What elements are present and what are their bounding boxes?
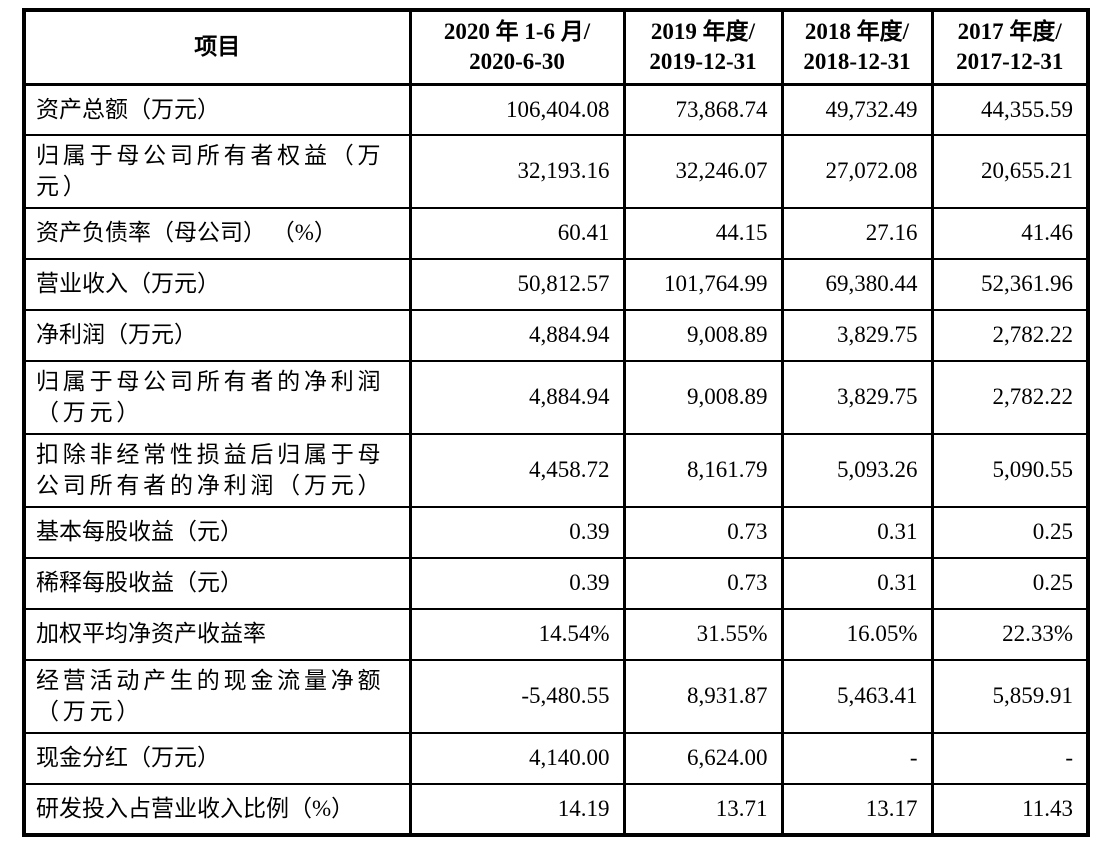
value-cell: 5,859.91	[930, 659, 1090, 734]
value-cell: 8,931.87	[622, 659, 784, 734]
value-cell: 13.71	[622, 783, 784, 836]
value-cell: 0.25	[930, 557, 1090, 610]
table-row: 加权平均净资产收益率 14.54% 31.55% 16.05% 22.33%	[22, 608, 1090, 661]
header-row: 项目 2020 年 1-6 月/ 2020-6-30 2019 年度/ 2019…	[22, 9, 1090, 86]
column-header-2017: 2017 年度/ 2017-12-31	[930, 9, 1090, 86]
value-cell: 27.16	[780, 207, 934, 260]
table-row: 净利润（万元） 4,884.94 9,008.89 3,829.75 2,782.22	[22, 309, 1090, 362]
value-cell: 32,246.07	[622, 134, 784, 209]
table-row: 稀释每股收益（元） 0.39 0.73 0.31 0.25	[22, 557, 1090, 610]
table-row: 归属于母公司所有者权益（万 元） 32,193.16 32,246.07 27,072…	[22, 134, 1090, 209]
table-row: 扣除非经常性损益后归属于母 公司所有者的净利润（万元） 4,458.72 8,161…	[22, 433, 1090, 508]
row-label: 净利润（万元）	[22, 309, 412, 362]
value-cell: -5,480.55	[408, 659, 626, 734]
value-cell: 5,090.55	[930, 433, 1090, 508]
row-label: 资产负债率（母公司） （%）	[22, 207, 412, 260]
row-label: 稀释每股收益（元）	[22, 557, 412, 610]
row-label: 现金分红（万元）	[22, 732, 412, 785]
value-cell: 73,868.74	[622, 83, 784, 136]
value-cell: 0.31	[780, 506, 934, 559]
row-label: 研发投入占营业收入比例（%）	[22, 783, 412, 836]
row-label: 资产总额（万元）	[22, 83, 412, 136]
table-row: 基本每股收益（元） 0.39 0.73 0.31 0.25	[22, 506, 1090, 559]
column-header-2018: 2018 年度/ 2018-12-31	[780, 9, 934, 86]
value-cell: 60.41	[408, 207, 626, 260]
row-label: 营业收入（万元）	[22, 258, 412, 311]
value-cell: 11.43	[930, 783, 1090, 836]
value-cell: 2,782.22	[930, 309, 1090, 362]
value-cell: 0.73	[622, 557, 784, 610]
value-cell: 27,072.08	[780, 134, 934, 209]
value-cell: 2,782.22	[930, 360, 1090, 435]
table-row: 资产总额（万元） 106,404.08 73,868.74 49,732.49 44,3…	[22, 83, 1090, 136]
value-cell: 14.54%	[408, 608, 626, 661]
value-cell: 32,193.16	[408, 134, 626, 209]
value-cell: 4,884.94	[408, 360, 626, 435]
table-row: 归属于母公司所有者的净利润 （万元） 4,884.94 9,008.89 3,829.…	[22, 360, 1090, 435]
value-cell: 0.39	[408, 506, 626, 559]
row-label: 经营活动产生的现金流量净额 （万元）	[22, 659, 412, 734]
column-header-item: 项目	[22, 9, 412, 86]
table-row: 营业收入（万元） 50,812.57 101,764.99 69,380.44 52,3…	[22, 258, 1090, 311]
value-cell: 5,463.41	[780, 659, 934, 734]
financial-summary-table: 项目 2020 年 1-6 月/ 2020-6-30 2019 年度/ 2019…	[22, 8, 1090, 837]
value-cell: 22.33%	[930, 608, 1090, 661]
table-row: 现金分红（万元） 4,140.00 6,624.00- -	[22, 732, 1090, 785]
column-header-2019: 2019 年度/ 2019-12-31	[622, 9, 784, 86]
value-cell: 69,380.44	[780, 258, 934, 311]
value-cell: 31.55%	[622, 608, 784, 661]
value-cell: -	[780, 732, 934, 785]
value-cell: 6,624.00	[622, 732, 784, 785]
value-cell: 0.39	[408, 557, 626, 610]
value-cell: 106,404.08	[408, 83, 626, 136]
value-cell: 101,764.99	[622, 258, 784, 311]
table-row: 经营活动产生的现金流量净额 （万元） -5,480.55 8,931.87 5,463…	[22, 659, 1090, 734]
column-header-2020: 2020 年 1-6 月/ 2020-6-30	[408, 9, 626, 86]
value-cell: 20,655.21	[930, 134, 1090, 209]
row-label: 加权平均净资产收益率	[22, 608, 412, 661]
value-cell: 5,093.26	[780, 433, 934, 508]
value-cell: 9,008.89	[622, 309, 784, 362]
row-label: 基本每股收益（元）	[22, 506, 412, 559]
value-cell: 14.19	[408, 783, 626, 836]
value-cell: 4,884.94	[408, 309, 626, 362]
value-cell: -	[930, 732, 1090, 785]
value-cell: 49,732.49	[780, 83, 934, 136]
value-cell: 9,008.89	[622, 360, 784, 435]
value-cell: 4,458.72	[408, 433, 626, 508]
value-cell: 44,355.59	[930, 83, 1090, 136]
value-cell: 8,161.79	[622, 433, 784, 508]
value-cell: 3,829.75	[780, 309, 934, 362]
value-cell: 41.46	[930, 207, 1090, 260]
value-cell: 0.25	[930, 506, 1090, 559]
value-cell: 4,140.00	[408, 732, 626, 785]
value-cell: 0.31	[780, 557, 934, 610]
row-label: 扣除非经常性损益后归属于母 公司所有者的净利润（万元）	[22, 433, 412, 508]
value-cell: 3,829.75	[780, 360, 934, 435]
row-label: 归属于母公司所有者的净利润 （万元）	[22, 360, 412, 435]
value-cell: 16.05%	[780, 608, 934, 661]
value-cell: 44.15	[622, 207, 784, 260]
value-cell: 13.17	[780, 783, 934, 836]
value-cell: 0.73	[622, 506, 784, 559]
table-row: 资产负债率（母公司） （%） 60.41 44.15 27.16 41.46	[22, 207, 1090, 260]
row-label: 归属于母公司所有者权益（万 元）	[22, 134, 412, 209]
value-cell: 50,812.57	[408, 258, 626, 311]
value-cell: 52,361.96	[930, 258, 1090, 311]
table-row: 研发投入占营业收入比例（%） 14.19 13.71 13.17 11.43	[22, 783, 1090, 836]
